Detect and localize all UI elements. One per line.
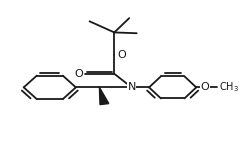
Text: O: O [117,50,126,60]
Text: O: O [74,69,83,79]
Polygon shape [99,87,108,105]
Text: O: O [200,82,208,92]
Text: CH$_3$: CH$_3$ [218,81,238,94]
Text: N: N [127,82,135,92]
